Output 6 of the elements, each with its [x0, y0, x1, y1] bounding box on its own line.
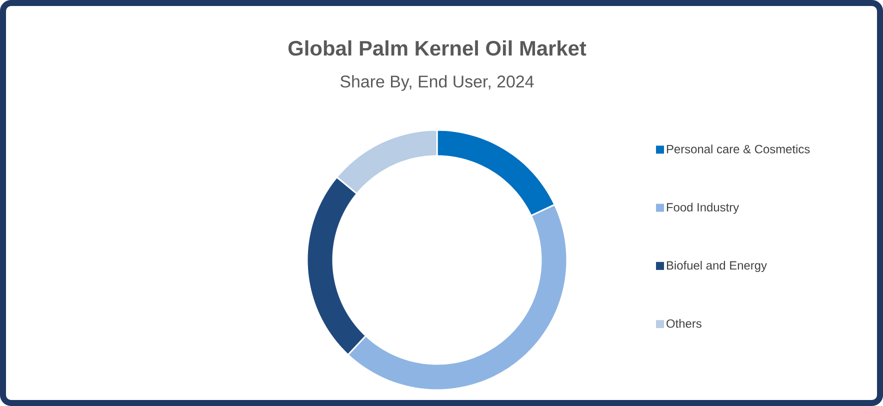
legend-label: Food Industry: [666, 202, 740, 214]
legend-label: Others: [666, 319, 702, 328]
chart-title: Global Palm Kernel Oil Market: [288, 40, 586, 56]
legend-label: Personal care & Cosmetics: [666, 144, 810, 154]
legend-label: Biofuel and Energy: [666, 260, 767, 272]
chart-subtitle: Share By, End User, 2024: [340, 75, 534, 91]
